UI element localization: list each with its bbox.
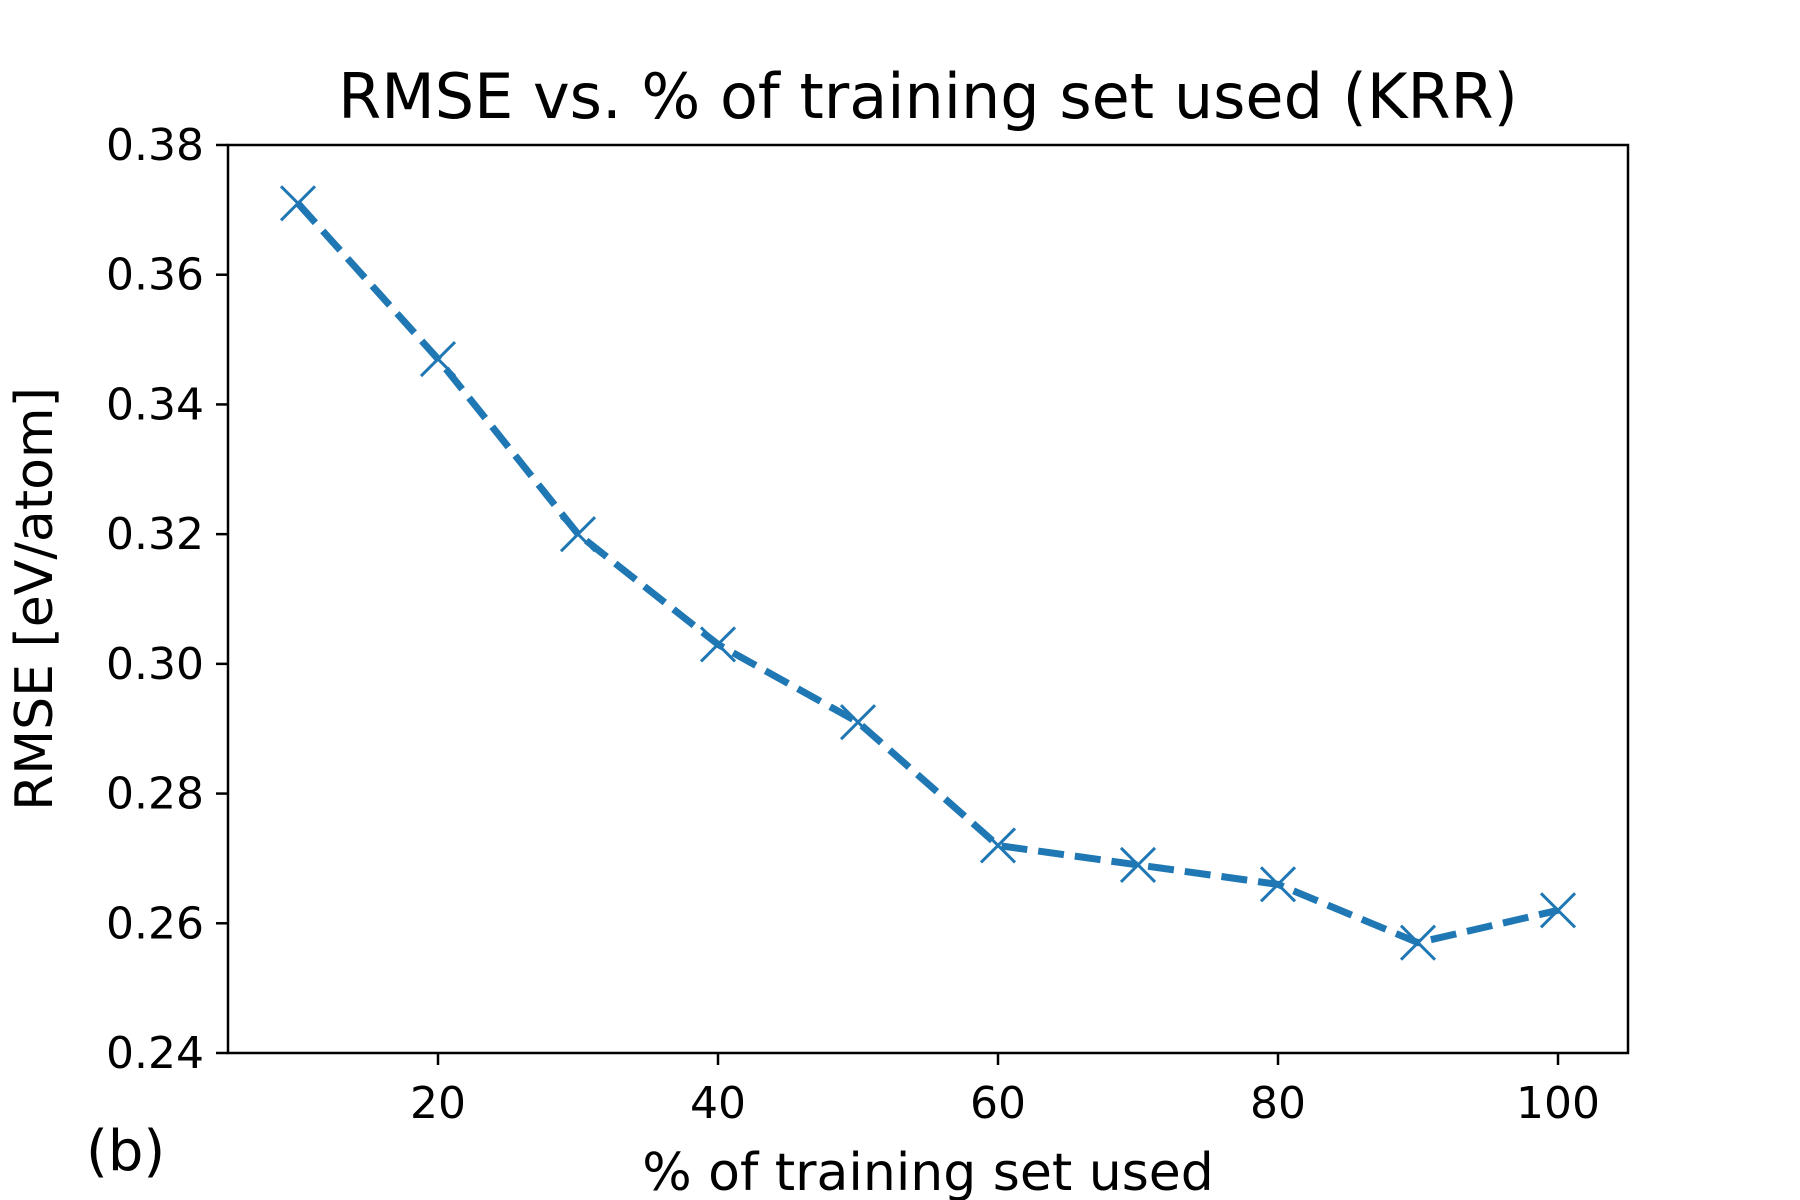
data-point-marker [1539,892,1577,929]
data-point-marker [1259,866,1297,903]
plot-area [279,185,1577,961]
x-tick-label: 100 [1516,1078,1600,1129]
data-point-marker [1119,846,1157,883]
series-line [295,201,1559,947]
y-tick-label: 0.34 [106,379,204,430]
data-point-marker [699,626,737,663]
x-tick-label: 80 [1250,1078,1306,1129]
panel-label: (b) [86,1119,165,1184]
y-tick-label: 0.24 [106,1028,204,1079]
x-tick-label: 40 [690,1078,746,1129]
data-point-marker [419,340,457,378]
x-axis: 20 40 60 80 100 [410,1053,1600,1129]
x-tick-label: 20 [410,1078,466,1129]
data-point-marker [559,516,597,553]
y-axis: 0.24 0.26 0.28 0.30 0.32 0.34 0.36 0.38 [106,120,228,1079]
chart-title: RMSE vs. % of training set used (KRR) [338,60,1518,133]
data-point-marker [979,827,1017,864]
y-axis-label: RMSE [eV/atom] [5,387,65,811]
y-tick-label: 0.36 [106,250,204,301]
x-tick-label: 60 [970,1078,1026,1129]
data-point-marker [1399,924,1437,961]
data-point-marker [279,185,317,222]
x-axis-label: % of training set used [642,1143,1214,1200]
data-point-marker [839,704,877,741]
y-tick-label: 0.32 [106,509,204,560]
y-tick-label: 0.38 [106,120,204,171]
y-tick-label: 0.26 [106,898,204,949]
y-tick-label: 0.28 [106,769,204,820]
plot-frame [226,143,1630,1055]
y-tick-label: 0.30 [106,639,204,690]
